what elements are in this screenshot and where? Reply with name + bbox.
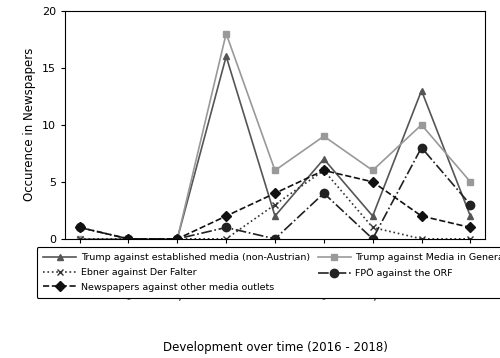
Legend: Trump against established media (non-Austrian), Ebner against Der Falter, Newspa: Trump against established media (non-Aus… [36,247,500,298]
Y-axis label: Occurence in Newspapers: Occurence in Newspapers [24,48,36,202]
X-axis label: Development over time (2016 - 2018): Development over time (2016 - 2018) [162,341,388,354]
